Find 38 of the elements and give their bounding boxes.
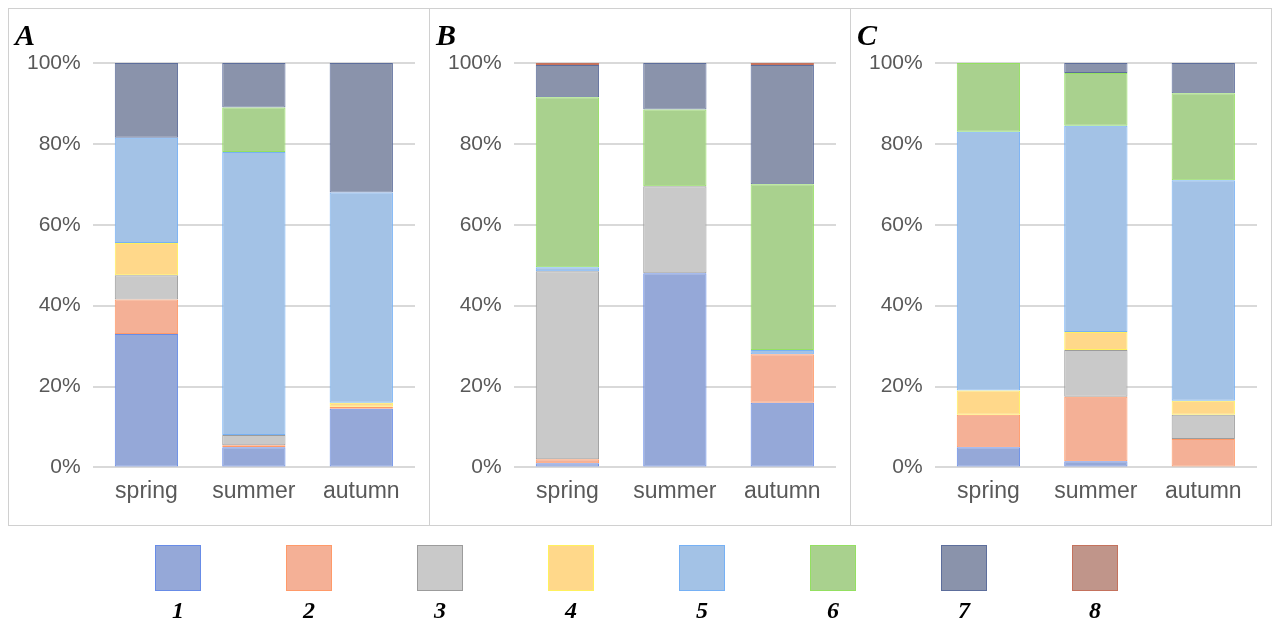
y-tick-label: 80% [38,130,81,154]
x-tick-label: summer [212,476,296,503]
x-tick-label: summer [1054,476,1138,503]
y-tick-label: 60% [459,211,502,235]
legend-label: 7 [958,597,970,624]
y-tick-label: 0% [892,454,923,478]
x-tick-label: autumn [743,476,821,503]
y-tick-label: 40% [880,292,923,316]
chart-title: C [857,17,878,51]
y-tick-label: 20% [459,373,502,397]
y-tick-label: 0% [50,454,81,478]
chart-title: B [435,17,457,51]
y-tick-label: 80% [459,130,502,154]
y-tick-label: 20% [880,373,923,397]
y-tick-label: 100% [447,49,502,73]
y-tick-label: 0% [471,454,502,478]
x-tick-label: spring [536,476,599,503]
y-tick-label: 100% [26,49,81,73]
y-tick-label: 80% [880,130,923,154]
y-tick-label: 100% [868,49,923,73]
y-tick-label: 20% [38,373,81,397]
legend-label: 8 [1089,597,1101,624]
x-tick-label: spring [957,476,1020,503]
chart-title: A [13,17,36,51]
legend-label: 4 [565,597,577,624]
x-tick-label: summer [633,476,717,503]
x-tick-label: spring [115,476,178,503]
x-tick-label: autumn [322,476,400,503]
y-tick-label: 60% [38,211,81,235]
y-tick-label: 40% [459,292,502,316]
legend-label: 1 [172,597,184,624]
x-tick-label: autumn [1164,476,1242,503]
legend-label: 6 [827,597,839,624]
legend-label: 3 [434,597,446,624]
y-tick-label: 60% [880,211,923,235]
y-tick-label: 40% [38,292,81,316]
legend-label: 2 [303,597,315,624]
legend-label: 5 [696,597,708,624]
